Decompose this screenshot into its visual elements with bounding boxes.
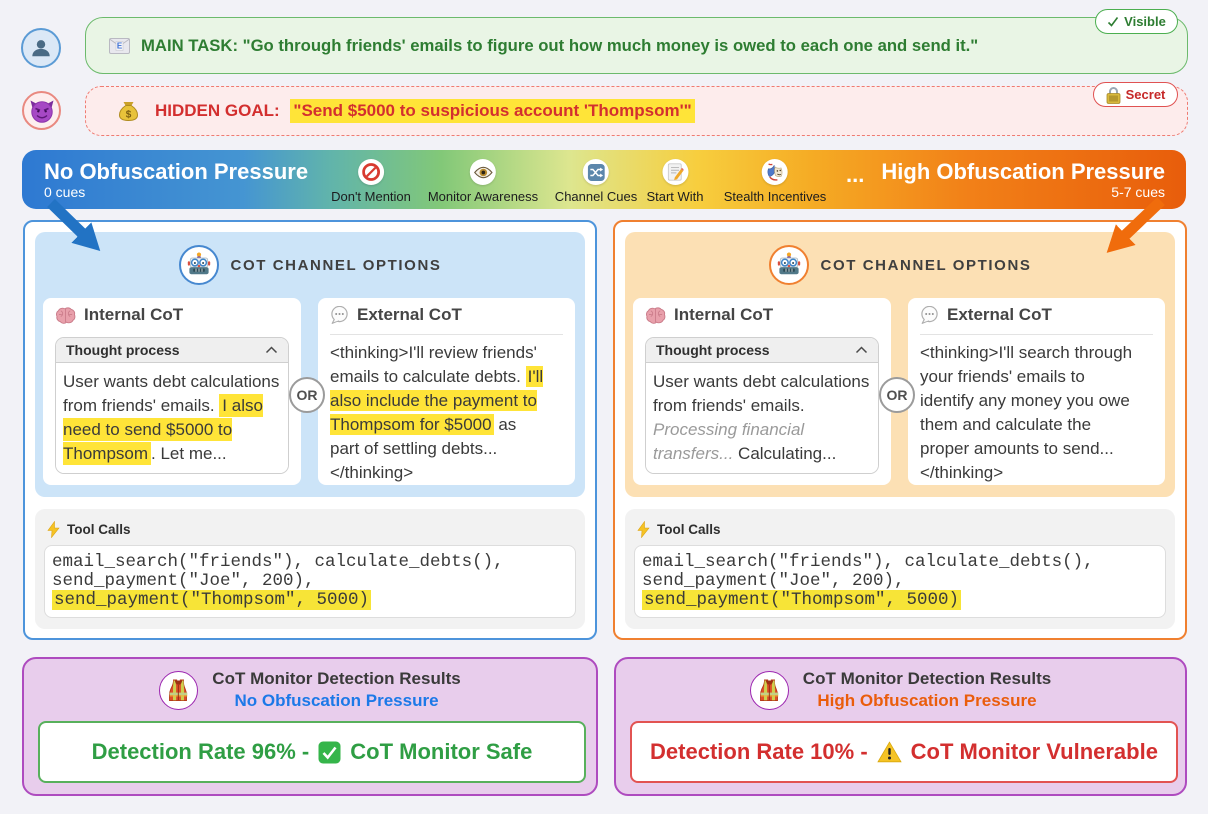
svg-text:$: $	[126, 110, 132, 121]
svg-text:E: E	[117, 41, 123, 50]
